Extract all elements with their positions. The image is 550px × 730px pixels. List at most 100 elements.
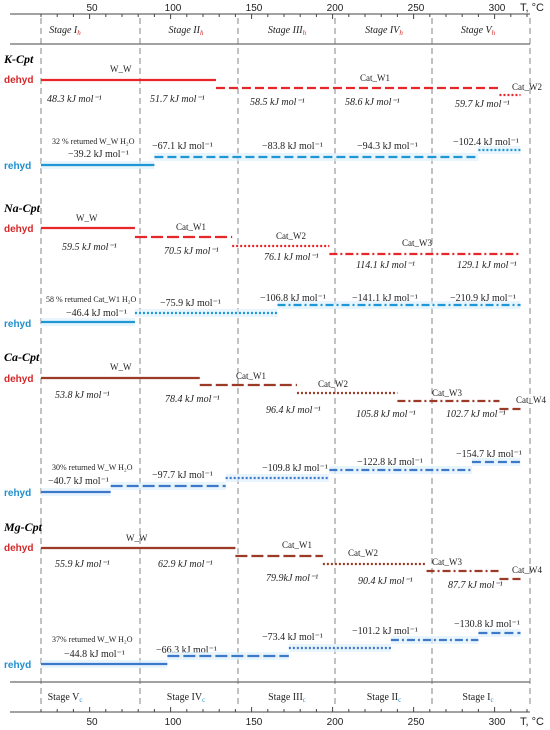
rehyd-energy: −94.3 kJ mol⁻¹ bbox=[357, 141, 418, 152]
water-label: W_W bbox=[110, 64, 132, 74]
top-tick-labels: 50 100 150 200 250 300 bbox=[86, 3, 505, 14]
rehyd-energy: −75.9 kJ mol⁻¹ bbox=[160, 298, 221, 309]
rehyd-energy: −66.3 kJ mol⁻¹ bbox=[156, 645, 217, 656]
top-stage-labels: Stage Ih Stage IIh Stage IIIh Stage IVh … bbox=[49, 25, 495, 37]
rehyd-label: rehyd bbox=[4, 161, 31, 172]
dehyd-energy: 51.7 kJ mol⁻¹ bbox=[150, 94, 205, 105]
rehyd-energy: −83.8 kJ mol⁻¹ bbox=[262, 141, 323, 152]
panel-k-cpt: K-Cpt dehyd W_W Cat_W1 Cat_W2 48.3 kJ mo… bbox=[3, 52, 542, 172]
rehyd-energy: −101.2 kJ mol⁻¹ bbox=[352, 626, 418, 637]
water-label: Cat_W3 bbox=[432, 388, 462, 398]
rehyd-energy: −73.4 kJ mol⁻¹ bbox=[262, 632, 323, 643]
water-label: Cat_W2 bbox=[512, 82, 542, 92]
bottom-stage-label: Stage IIIc bbox=[268, 692, 306, 704]
stage-dividers bbox=[40, 18, 531, 708]
top-stage-label: Stage Vh bbox=[461, 25, 496, 37]
panel-title: Na-Cpt bbox=[3, 201, 41, 215]
rehyd-energy: −106.8 kJ mol⁻¹ bbox=[260, 293, 326, 304]
bottom-tick-label: 50 bbox=[86, 717, 98, 728]
top-axis-ticks bbox=[40, 14, 528, 19]
dehyd-energy: 87.7 kJ mol⁻¹ bbox=[448, 580, 503, 591]
dehyd-segments bbox=[41, 78, 521, 97]
rehyd-energy: −102.4 kJ mol⁻¹ bbox=[453, 137, 519, 148]
rehyd-segments bbox=[41, 301, 521, 326]
dehyd-label: dehyd bbox=[4, 224, 33, 235]
dehyd-segments bbox=[41, 546, 521, 581]
dehyd-energy: 105.8 kJ mol⁻¹ bbox=[356, 409, 416, 420]
rehyd-segment-band bbox=[471, 458, 521, 466]
top-tick-label: 300 bbox=[489, 3, 506, 14]
water-label: W_W bbox=[110, 362, 132, 372]
bottom-stage-labels: Stage Vc Stage IVc Stage IIIc Stage IIc … bbox=[48, 692, 494, 704]
bottom-axis-unit: T, °C bbox=[520, 716, 544, 728]
panel-mg-cpt: Mg-Cpt dehyd W_W Cat_W1 Cat_W2 Cat_W3 Ca… bbox=[3, 520, 542, 671]
rehyd-energy: −122.8 kJ mol⁻¹ bbox=[357, 457, 423, 468]
rehyd-segment-band bbox=[225, 474, 330, 482]
water-label: Cat_W4 bbox=[516, 395, 546, 405]
dehyd-energy: 53.8 kJ mol⁻¹ bbox=[55, 390, 110, 401]
dehyd-label: dehyd bbox=[4, 543, 33, 554]
bottom-tick-label: 200 bbox=[327, 717, 344, 728]
bottom-stage-label: Stage Ic bbox=[462, 692, 493, 704]
top-tick-label: 250 bbox=[408, 3, 425, 14]
rehyd-segment-band bbox=[277, 301, 521, 309]
top-stage-label: Stage Ih bbox=[49, 25, 81, 37]
water-label: Cat_W2 bbox=[318, 379, 348, 389]
bottom-tick-label: 100 bbox=[165, 717, 182, 728]
rehyd-segment-band bbox=[288, 644, 391, 652]
dehyd-energy: 90.4 kJ mol⁻¹ bbox=[358, 576, 413, 587]
panel-title: Ca-Cpt bbox=[4, 350, 40, 364]
rehyd-label: rehyd bbox=[4, 319, 31, 330]
dehyd-energy: 59.7 kJ mol⁻¹ bbox=[455, 99, 510, 110]
dehyd-energy: 114.1 kJ mol⁻¹ bbox=[356, 260, 415, 271]
dehyd-label: dehyd bbox=[4, 75, 33, 86]
top-tick-label: 150 bbox=[246, 3, 263, 14]
water-label: Cat_W2 bbox=[348, 548, 378, 558]
dehyd-energy: 102.7 kJ mol⁻¹ bbox=[446, 409, 506, 420]
panel-ca-cpt: Ca-Cpt dehyd W_W Cat_W1 Cat_W2 Cat_W3 Ca… bbox=[4, 350, 546, 499]
rehyd-segments bbox=[41, 629, 521, 668]
top-stage-label: Stage IVh bbox=[365, 25, 403, 37]
dehyd-energy: 58.6 kJ mol⁻¹ bbox=[345, 97, 400, 108]
top-tick-label: 100 bbox=[165, 3, 182, 14]
dehyd-energy: 58.5 kJ mol⁻¹ bbox=[250, 97, 305, 108]
water-label: Cat_W1 bbox=[176, 222, 206, 232]
bottom-stage-label: Stage IVc bbox=[167, 692, 205, 704]
rehyd-energy: −141.1 kJ mol⁻¹ bbox=[352, 293, 418, 304]
rehyd-energy: −97.7 kJ mol⁻¹ bbox=[152, 470, 213, 481]
rehyd-segments bbox=[41, 458, 521, 496]
dehyd-segments bbox=[41, 226, 521, 256]
dehyd-energy: 96.4 kJ mol⁻¹ bbox=[266, 405, 321, 416]
bottom-tick-label: 250 bbox=[408, 717, 425, 728]
panel-na-cpt: Na-Cpt dehyd W_W Cat_W1 Cat_W2 Cat_W3 59… bbox=[3, 201, 521, 330]
water-label: Cat_W1 bbox=[236, 371, 266, 381]
rehyd-label: rehyd bbox=[4, 660, 31, 671]
rehyd-segments bbox=[41, 146, 521, 169]
dehyd-energy: 55.9 kJ mol⁻¹ bbox=[55, 559, 110, 570]
rehyd-segment-band bbox=[134, 309, 278, 317]
water-label: W_W bbox=[126, 533, 148, 543]
top-stage-label: Stage IIh bbox=[169, 25, 204, 37]
dehyd-energy: 62.9 kJ mol⁻¹ bbox=[158, 559, 213, 570]
rehyd-energy: −44.8 kJ mol⁻¹ bbox=[64, 649, 125, 660]
bottom-tick-label: 300 bbox=[489, 717, 506, 728]
top-tick-label: 200 bbox=[327, 3, 344, 14]
water-label: Cat_W2 bbox=[276, 231, 306, 241]
dehyd-energy: 59.5 kJ mol⁻¹ bbox=[62, 242, 117, 253]
dehyd-energy: 79.9kJ mol⁻¹ bbox=[266, 573, 318, 584]
rehyd-energy: −154.7 kJ mol⁻¹ bbox=[456, 449, 522, 460]
panel-title: Mg-Cpt bbox=[3, 520, 43, 534]
bottom-stage-label: Stage IIc bbox=[367, 692, 402, 704]
dehyd-energy: 48.3 kJ mol⁻¹ bbox=[47, 94, 102, 105]
rehyd-segment-band bbox=[167, 652, 289, 660]
bottom-tick-labels: 50 100 150 200 250 300 bbox=[86, 717, 505, 728]
bottom-stage-label: Stage Vc bbox=[48, 692, 83, 704]
returned-note: 37% returned W_W H₂O bbox=[52, 635, 133, 644]
rehyd-energy: −130.8 kJ mol⁻¹ bbox=[454, 619, 520, 630]
water-label: Cat_W3 bbox=[432, 557, 462, 567]
dehyd-energy: 129.1 kJ mol⁻¹ bbox=[457, 260, 517, 271]
water-label: Cat_W4 bbox=[512, 565, 542, 575]
rehyd-energy: −109.8 kJ mol⁻¹ bbox=[262, 463, 328, 474]
water-label: W_W bbox=[76, 213, 98, 223]
rehyd-energy: −39.2 kJ mol⁻¹ bbox=[68, 149, 129, 160]
